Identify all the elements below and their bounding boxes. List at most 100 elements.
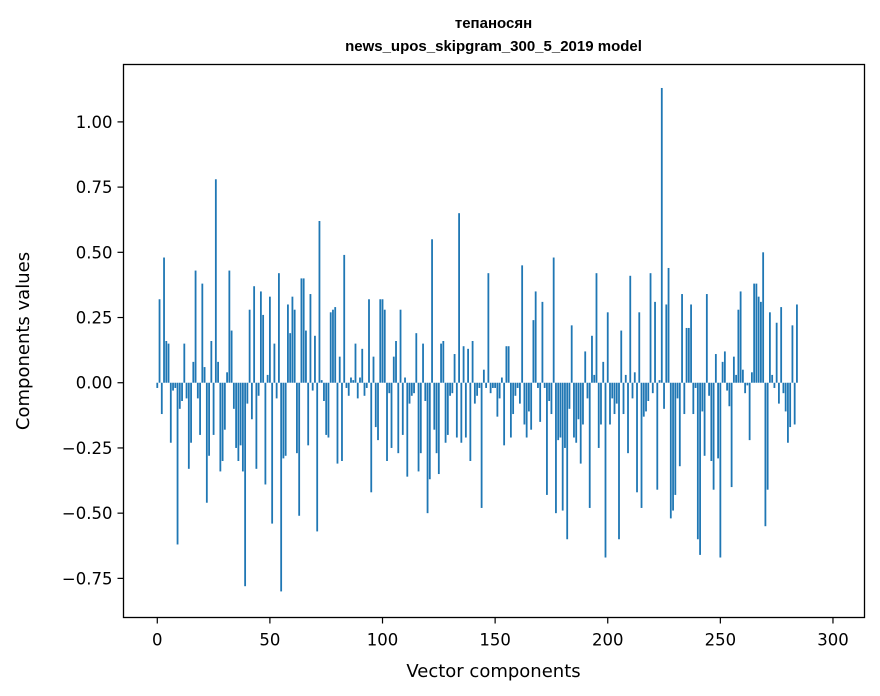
bar: [573, 382, 575, 438]
bar: [498, 382, 501, 399]
bar: [178, 382, 181, 409]
bar: [167, 343, 170, 383]
bar: [467, 348, 469, 383]
y-tick-label: 0.75: [76, 178, 113, 197]
bar: [223, 382, 226, 430]
bar: [174, 382, 177, 388]
x-axis-ticks: 0 50 100 150 200 250 300: [152, 617, 849, 650]
bar: [451, 382, 454, 394]
bar: [609, 382, 611, 425]
bar: [289, 333, 292, 383]
bar: [278, 273, 280, 383]
bar: [361, 348, 364, 383]
x-tick-label: 300: [817, 631, 849, 650]
bar: [739, 291, 742, 383]
bar: [446, 382, 449, 435]
bar: [237, 382, 240, 461]
bar: [534, 291, 537, 383]
bar: [631, 382, 634, 399]
bar: [496, 382, 499, 417]
bar: [426, 382, 429, 514]
bar: [428, 382, 431, 480]
bar: [203, 367, 206, 383]
x-tick-label: 250: [705, 631, 737, 650]
bar: [323, 382, 325, 401]
bar: [165, 341, 168, 383]
bar: [172, 382, 174, 391]
bar: [629, 275, 632, 383]
bar: [579, 382, 582, 464]
bar: [158, 299, 161, 383]
bar: [287, 304, 289, 383]
bar: [667, 267, 670, 383]
bar: [710, 382, 713, 461]
bar: [694, 382, 697, 388]
bar: [633, 372, 636, 383]
bar: [284, 382, 287, 456]
bar: [750, 372, 753, 383]
bar: [379, 299, 382, 383]
bar: [399, 309, 402, 383]
bar: [766, 382, 769, 490]
bar: [332, 309, 334, 383]
x-tick-label: 100: [367, 631, 399, 650]
bar: [566, 382, 569, 540]
bar: [640, 382, 643, 508]
bar: [343, 254, 346, 383]
bar: [721, 361, 724, 383]
bar: [336, 382, 339, 464]
bar: [374, 382, 377, 428]
bars-group: [156, 87, 798, 592]
bar: [469, 382, 472, 461]
bar: [521, 265, 524, 383]
bar: [372, 356, 375, 383]
bar: [735, 374, 738, 383]
bar: [397, 382, 400, 454]
bar: [433, 382, 436, 430]
bar: [595, 273, 598, 383]
x-tick-label: 0: [152, 631, 163, 650]
bar: [431, 239, 433, 383]
bar: [550, 382, 553, 415]
bar: [395, 341, 397, 383]
bar: [455, 382, 458, 438]
bar: [771, 374, 774, 383]
bar: [714, 354, 717, 383]
bar: [444, 382, 447, 443]
bar: [642, 382, 645, 417]
bar: [275, 382, 278, 399]
bar: [773, 382, 776, 388]
plot-frame: [122, 63, 866, 619]
bar: [476, 382, 479, 396]
bar: [685, 327, 688, 383]
bar: [183, 343, 186, 383]
bar: [741, 369, 744, 383]
bar: [525, 382, 528, 438]
bar: [676, 382, 679, 399]
bar: [557, 382, 560, 441]
bar: [701, 382, 704, 412]
bar: [537, 382, 539, 388]
bar: [516, 382, 519, 388]
bar: [622, 382, 625, 415]
bar: [762, 252, 765, 383]
bar: [192, 361, 195, 383]
bar: [325, 382, 328, 435]
bar: [478, 382, 481, 388]
chart-title: тепаносян: [455, 15, 532, 32]
bar: [600, 382, 602, 425]
bar: [746, 382, 749, 386]
bar: [548, 382, 551, 401]
bar: [419, 382, 422, 454]
bar: [401, 382, 404, 435]
bar: [201, 283, 204, 383]
bar: [365, 382, 368, 388]
bar: [613, 382, 616, 415]
bar: [318, 221, 321, 383]
bar: [753, 283, 756, 383]
bar: [248, 309, 251, 383]
bar: [717, 382, 719, 459]
bar: [482, 369, 485, 383]
bar: [509, 382, 512, 438]
bar: [514, 382, 517, 396]
